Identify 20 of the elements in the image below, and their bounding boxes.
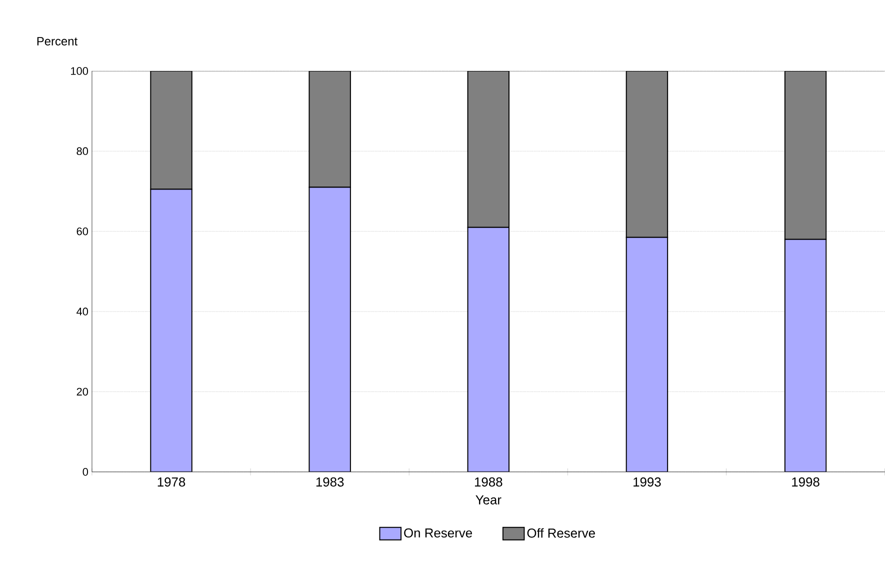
legend-label: Off Reserve (527, 528, 595, 538)
bar (467, 226, 510, 472)
y-axis-title: Percent (37, 37, 78, 46)
x-tick-label: 1983 (316, 477, 344, 487)
bar (308, 186, 351, 472)
y-tick-label: 0 (82, 468, 88, 476)
x-tick-label: 1978 (158, 477, 186, 487)
bar (784, 238, 827, 472)
y-tick-label: 20 (76, 388, 88, 396)
x-tick-label: 1993 (634, 477, 661, 487)
x-tick-label: 1988 (474, 477, 502, 487)
y-tick-label: 80 (76, 147, 88, 156)
x-tick-label: 1998 (792, 477, 820, 487)
bar (150, 188, 192, 472)
bar (626, 236, 668, 472)
y-tick-label: 100 (71, 67, 88, 75)
x-axis-title: Year (476, 495, 502, 505)
legend-label: On Reserve (404, 528, 472, 538)
y-tick-label: 60 (76, 228, 88, 236)
y-tick-label: 40 (76, 308, 88, 316)
